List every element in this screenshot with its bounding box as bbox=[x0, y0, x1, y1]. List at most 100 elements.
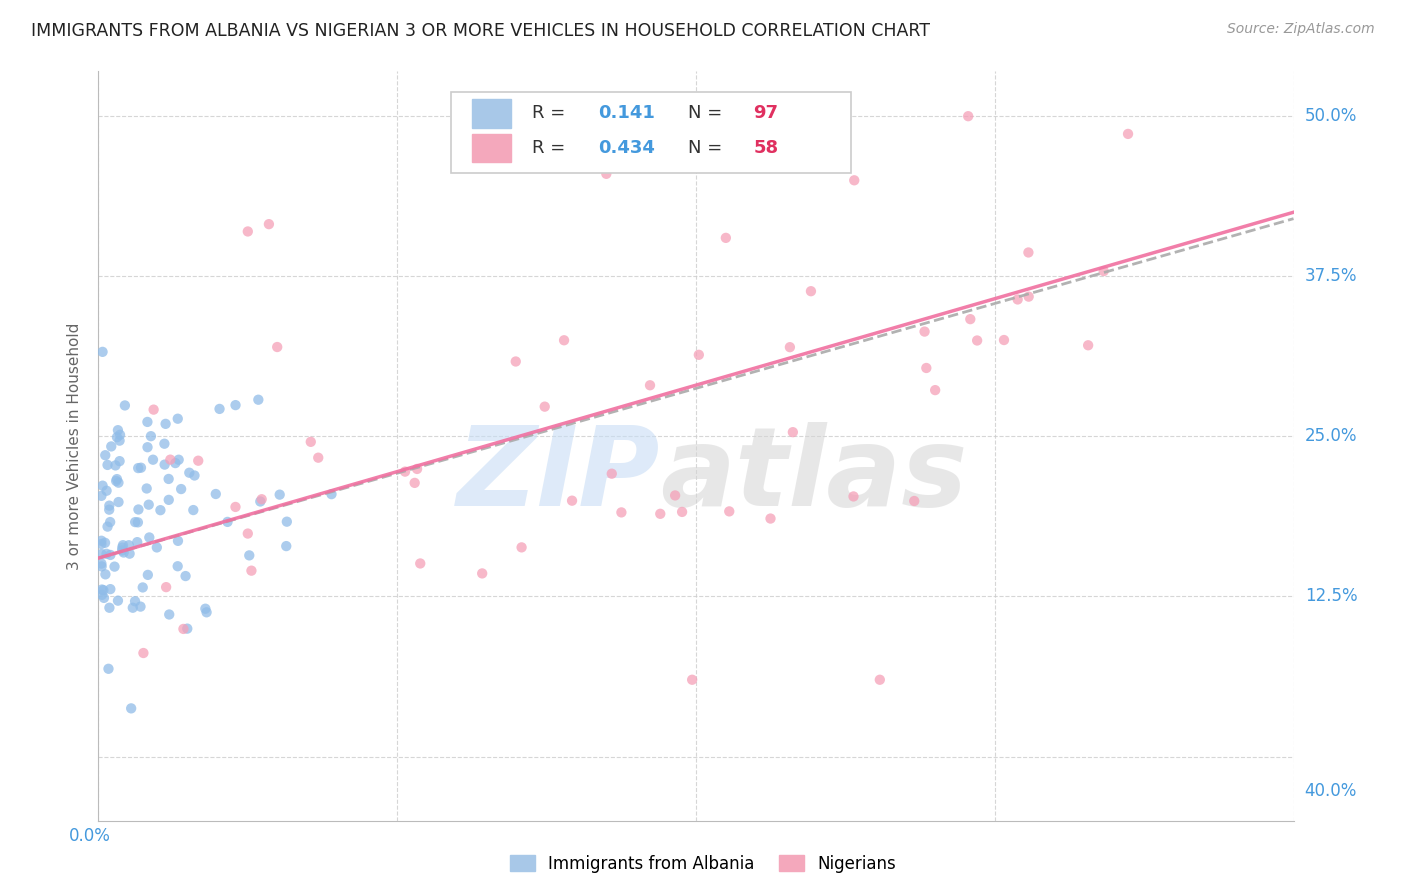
Point bbox=[91, 588, 114, 602]
Point bbox=[104, 458, 127, 473]
Point bbox=[249, 494, 271, 508]
Point bbox=[91, 478, 114, 492]
Point bbox=[142, 452, 165, 467]
Point bbox=[93, 591, 115, 605]
Point bbox=[172, 622, 194, 636]
Text: atlas: atlas bbox=[661, 423, 967, 530]
Point bbox=[129, 460, 152, 475]
Point bbox=[533, 400, 555, 414]
Point bbox=[127, 516, 149, 530]
Text: 25.0%: 25.0% bbox=[1305, 427, 1357, 445]
Point bbox=[1077, 338, 1099, 352]
Point bbox=[132, 581, 155, 595]
Point bbox=[111, 541, 134, 555]
Point bbox=[108, 434, 131, 448]
Point bbox=[139, 429, 162, 443]
Point bbox=[108, 454, 131, 468]
Point bbox=[96, 458, 118, 472]
Point bbox=[204, 487, 226, 501]
Point bbox=[174, 569, 197, 583]
Point bbox=[553, 333, 575, 347]
Point bbox=[681, 673, 703, 687]
Point bbox=[1007, 293, 1029, 307]
Point bbox=[257, 217, 280, 231]
Point bbox=[90, 489, 112, 503]
Point bbox=[167, 452, 190, 467]
Point bbox=[96, 519, 118, 533]
Point bbox=[127, 535, 149, 549]
FancyBboxPatch shape bbox=[451, 92, 852, 172]
Point bbox=[217, 515, 239, 529]
FancyBboxPatch shape bbox=[472, 134, 510, 162]
Point bbox=[187, 453, 209, 467]
Point bbox=[299, 434, 322, 449]
Point bbox=[96, 547, 118, 561]
Text: N =: N = bbox=[688, 104, 727, 122]
Text: 0.434: 0.434 bbox=[598, 139, 655, 157]
Point bbox=[561, 493, 583, 508]
Point bbox=[96, 483, 118, 498]
Point bbox=[247, 392, 270, 407]
Point bbox=[195, 605, 218, 619]
Point bbox=[1092, 264, 1115, 278]
Point bbox=[869, 673, 891, 687]
Point bbox=[129, 599, 152, 614]
FancyBboxPatch shape bbox=[472, 99, 510, 128]
Point bbox=[107, 593, 129, 607]
Point bbox=[138, 498, 160, 512]
Point bbox=[90, 537, 112, 551]
Point bbox=[94, 536, 117, 550]
Point bbox=[127, 502, 149, 516]
Point bbox=[966, 334, 988, 348]
Point bbox=[103, 559, 125, 574]
Point bbox=[91, 344, 114, 359]
Text: IMMIGRANTS FROM ALBANIA VS NIGERIAN 3 OR MORE VEHICLES IN HOUSEHOLD CORRELATION : IMMIGRANTS FROM ALBANIA VS NIGERIAN 3 OR… bbox=[31, 22, 929, 40]
Text: N =: N = bbox=[688, 139, 727, 157]
Point bbox=[100, 439, 122, 453]
Point bbox=[924, 383, 946, 397]
Point bbox=[238, 549, 260, 563]
Point bbox=[269, 488, 291, 502]
Point bbox=[718, 504, 741, 518]
Point bbox=[266, 340, 288, 354]
Point bbox=[224, 500, 246, 514]
Point bbox=[97, 662, 120, 676]
Text: 37.5%: 37.5% bbox=[1305, 268, 1357, 285]
Point bbox=[98, 582, 121, 596]
Point bbox=[194, 601, 217, 615]
Point bbox=[157, 472, 180, 486]
Point bbox=[208, 401, 231, 416]
Point bbox=[165, 456, 187, 470]
Point bbox=[94, 567, 117, 582]
Point bbox=[127, 461, 149, 475]
Point bbox=[121, 600, 143, 615]
Text: 97: 97 bbox=[754, 104, 779, 122]
Point bbox=[250, 492, 273, 507]
Point bbox=[183, 468, 205, 483]
Point bbox=[957, 109, 980, 123]
Point bbox=[782, 425, 804, 439]
Point bbox=[167, 533, 190, 548]
Point bbox=[136, 415, 159, 429]
Text: 0.141: 0.141 bbox=[598, 104, 655, 122]
Point bbox=[688, 348, 710, 362]
Point bbox=[276, 515, 298, 529]
Point bbox=[155, 417, 177, 431]
Point bbox=[321, 487, 343, 501]
Point bbox=[105, 430, 128, 444]
Point bbox=[155, 580, 177, 594]
Point bbox=[170, 482, 193, 496]
Point bbox=[157, 607, 180, 622]
Point bbox=[98, 600, 121, 615]
Point bbox=[136, 567, 159, 582]
Point bbox=[107, 495, 129, 509]
Point bbox=[993, 333, 1015, 347]
Point bbox=[1018, 290, 1040, 304]
Text: 40.0%: 40.0% bbox=[1305, 781, 1357, 799]
Text: 50.0%: 50.0% bbox=[1305, 107, 1357, 125]
Point bbox=[181, 503, 204, 517]
Text: Source: ZipAtlas.com: Source: ZipAtlas.com bbox=[1227, 22, 1375, 37]
Point bbox=[146, 541, 169, 555]
Point bbox=[800, 284, 823, 298]
Point bbox=[149, 503, 172, 517]
